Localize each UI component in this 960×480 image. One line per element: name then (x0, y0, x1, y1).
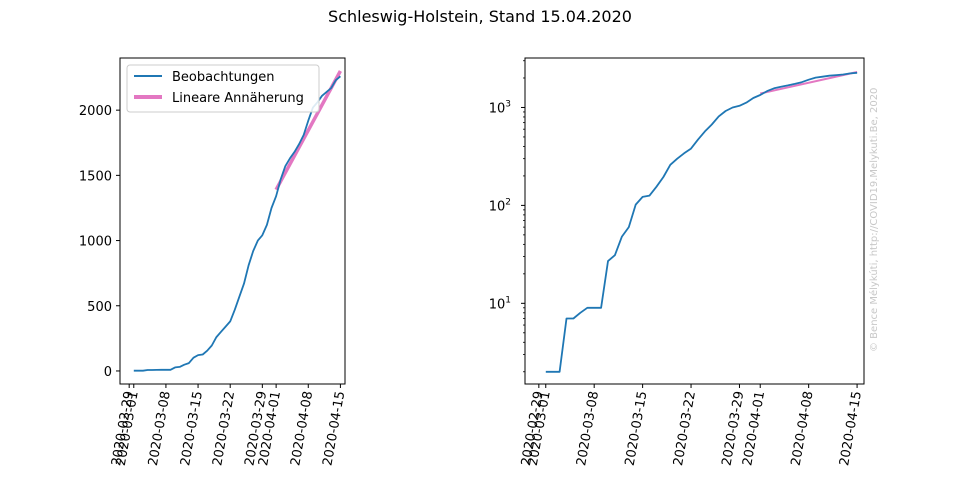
x-tick-label: 2020-04-08 (789, 390, 817, 467)
legend: Beobachtungen Lineare Annäherung (126, 64, 320, 113)
x-tick-label: 2020-03-22 (210, 390, 238, 467)
series-lineare-annaeherung (274, 70, 342, 191)
y-tick-label: 1500 (79, 169, 112, 184)
y-axis: 101 102 103 (489, 60, 525, 373)
y-tick-label: 2000 (79, 104, 112, 119)
legend-label-lineare-annaeherung: Lineare Annäherung (172, 91, 304, 106)
plot-frame (524, 57, 865, 385)
plot-frame (119, 57, 346, 385)
x-tick-label: 2020-03-08 (574, 390, 602, 467)
y-tick-label: 102 (489, 197, 511, 214)
series-group (545, 71, 858, 373)
legend-box (126, 64, 320, 113)
x-tick-label: 2020-03-15 (623, 390, 651, 467)
series-beobachtungen (545, 71, 858, 373)
x-tick-label: 2020-04-15 (320, 390, 348, 467)
series-beobachtungen (133, 75, 341, 372)
y-tick-label: 101 (489, 295, 511, 312)
x-tick-label: 2020-03-22 (671, 390, 699, 467)
legend-label-beobachtungen: Beobachtungen (172, 70, 275, 85)
y-tick-label: 1000 (79, 235, 112, 250)
y-tick-label: 103 (489, 99, 511, 116)
series-group (133, 70, 342, 372)
y-axis: 0 500 1000 1500 2000 (79, 104, 120, 380)
x-tick-label: 2020-04-08 (288, 390, 316, 467)
figure-title: Schleswig-Holstein, Stand 15.04.2020 (328, 7, 632, 26)
y-tick-label: 500 (87, 300, 112, 315)
x-tick-label: 2020-03-08 (146, 390, 174, 467)
watermark-text: © Bence Mélykúti, http://COVID19.Melykut… (868, 88, 880, 352)
y-tick-label: 0 (104, 365, 112, 380)
x-tick-label: 2020-04-15 (837, 390, 865, 467)
x-tick-label: 2020-03-15 (178, 390, 206, 467)
